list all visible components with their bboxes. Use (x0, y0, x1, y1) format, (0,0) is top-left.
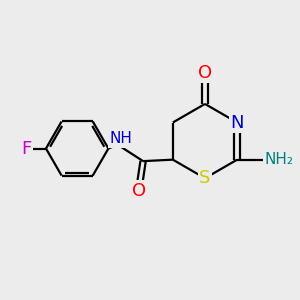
Text: O: O (198, 64, 212, 82)
Text: N: N (230, 113, 244, 131)
Text: S: S (199, 169, 211, 187)
Text: F: F (22, 140, 32, 158)
Text: NH: NH (110, 131, 132, 146)
Text: O: O (132, 182, 146, 200)
Text: NH₂: NH₂ (264, 152, 293, 167)
